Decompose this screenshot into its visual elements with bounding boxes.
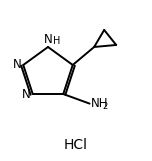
Text: N: N <box>22 88 31 100</box>
Text: N: N <box>12 58 21 71</box>
Text: N: N <box>44 33 52 46</box>
Text: HCl: HCl <box>64 138 88 152</box>
Text: NH: NH <box>91 97 108 110</box>
Text: H: H <box>52 36 60 46</box>
Text: 2: 2 <box>102 102 107 111</box>
